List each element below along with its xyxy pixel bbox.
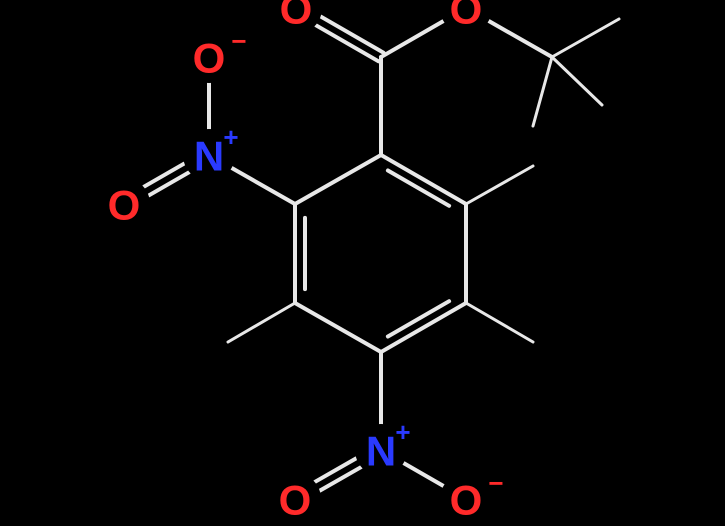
oxygen-label: O — [193, 35, 226, 82]
oxygen-label: O — [450, 0, 483, 33]
molecule-diagram: OON+OO−N+OO− — [0, 0, 725, 526]
charge-label: − — [231, 26, 246, 56]
charge-label: − — [488, 468, 503, 498]
nitrogen-label: N — [366, 428, 396, 475]
oxygen-label: O — [280, 0, 313, 33]
oxygen-label: O — [450, 477, 483, 524]
charge-label: + — [223, 122, 238, 152]
charge-label: + — [395, 417, 410, 447]
oxygen-label: O — [108, 182, 141, 229]
nitrogen-label: N — [194, 133, 224, 180]
oxygen-label: O — [279, 477, 312, 524]
